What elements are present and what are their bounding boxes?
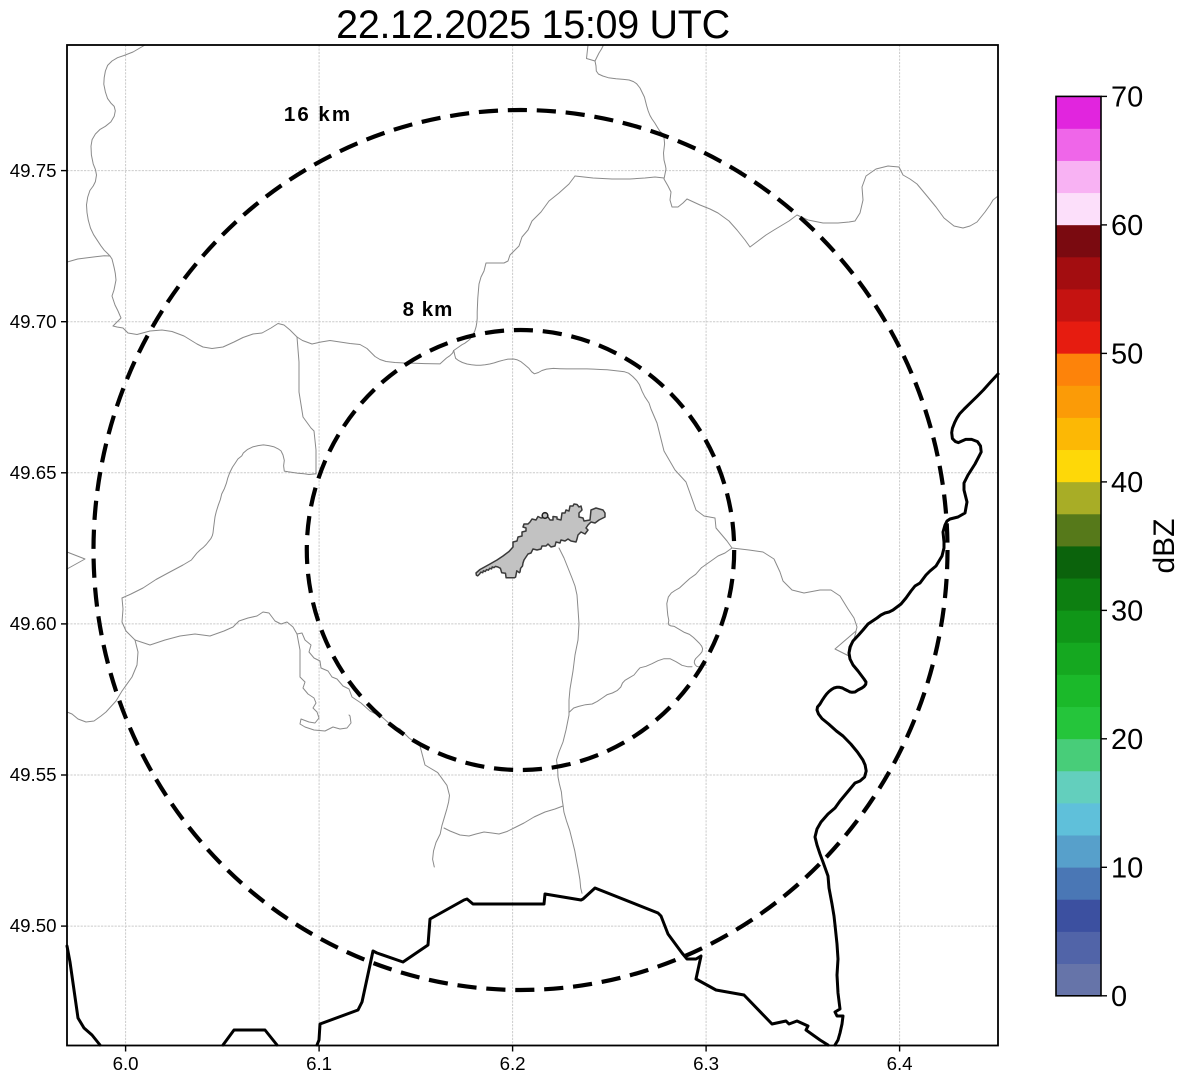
svg-text:20: 20 xyxy=(1111,724,1143,756)
svg-text:49.75: 49.75 xyxy=(10,160,57,181)
svg-text:50: 50 xyxy=(1111,338,1143,370)
svg-text:0: 0 xyxy=(1111,981,1127,1013)
svg-text:8 km: 8 km xyxy=(403,298,454,321)
svg-text:6.4: 6.4 xyxy=(887,1053,913,1074)
svg-text:49.55: 49.55 xyxy=(10,764,57,785)
svg-text:49.60: 49.60 xyxy=(10,613,57,634)
svg-text:10: 10 xyxy=(1111,852,1143,884)
svg-text:49.70: 49.70 xyxy=(10,311,57,332)
svg-text:6.3: 6.3 xyxy=(693,1053,719,1074)
svg-text:40: 40 xyxy=(1111,467,1143,499)
svg-text:60: 60 xyxy=(1111,210,1143,242)
svg-text:dBZ: dBZ xyxy=(1148,518,1181,573)
svg-text:22.12.2025 15:09 UTC: 22.12.2025 15:09 UTC xyxy=(336,3,730,47)
svg-text:49.65: 49.65 xyxy=(10,462,57,483)
svg-text:16 km: 16 km xyxy=(284,103,352,126)
svg-text:6.0: 6.0 xyxy=(113,1053,139,1074)
svg-text:49.50: 49.50 xyxy=(10,915,57,936)
svg-text:70: 70 xyxy=(1111,81,1143,113)
svg-text:30: 30 xyxy=(1111,595,1143,627)
svg-text:6.1: 6.1 xyxy=(306,1053,332,1074)
svg-text:6.2: 6.2 xyxy=(500,1053,526,1074)
